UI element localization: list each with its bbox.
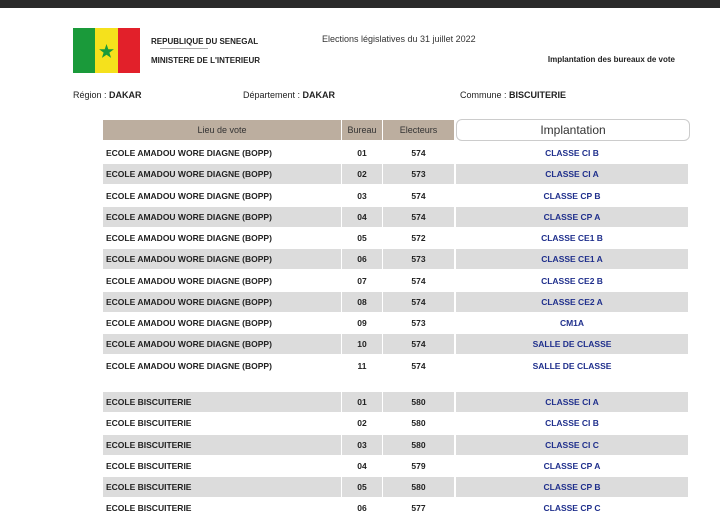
department: Département : DAKAR — [243, 90, 335, 100]
bureau: 06 — [357, 503, 367, 514]
label: Département : — [243, 90, 301, 100]
bureau: 01 — [342, 392, 382, 412]
polling-place: ECOLE AMADOU WORE DIAGNE (BOPP) — [106, 148, 272, 158]
separator: ------------------------ — [160, 46, 208, 52]
voters: 573 — [383, 164, 454, 185]
bureau: 05 — [357, 233, 367, 243]
location: CLASSE CI B — [545, 418, 599, 429]
voters: 574 — [383, 334, 454, 355]
bureau: 02 — [357, 418, 367, 429]
polling-place: ECOLE AMADOU WORE DIAGNE (BOPP) — [103, 334, 341, 355]
value: DAKAR — [109, 90, 142, 100]
voters: 573 — [411, 318, 426, 328]
bureau: 08 — [342, 291, 382, 312]
column-header: Electeurs — [383, 120, 454, 140]
polling-place: ECOLE BISCUITERIE — [106, 503, 192, 514]
voters: 574 — [383, 206, 454, 227]
voters: 580 — [383, 434, 454, 455]
voters: 574 — [383, 291, 454, 312]
polling-place: ECOLE BISCUITERIE — [103, 434, 341, 455]
column-header: Bureau — [342, 120, 382, 140]
bureau: 04 — [342, 206, 382, 227]
voters: 574 — [411, 148, 426, 158]
polling-place: ECOLE BISCUITERIE — [103, 477, 341, 497]
column-header: Implantation — [456, 119, 690, 141]
voters: 577 — [411, 503, 426, 514]
polling-place: ECOLE AMADOU WORE DIAGNE (BOPP) — [106, 190, 272, 201]
value: BISCUITERIE — [509, 90, 567, 100]
location: CLASSE CE1 A — [456, 249, 688, 270]
ministry: MINISTERE DE L'INTERIEUR — [151, 56, 261, 65]
region: Région : DAKAR — [73, 90, 142, 100]
location: CLASSE CI A — [456, 164, 688, 185]
commune: Commune : BISCUITERIE — [460, 90, 566, 100]
polling-place: ECOLE AMADOU WORE DIAGNE (BOPP) — [103, 249, 341, 270]
bureau: 10 — [342, 334, 382, 355]
bureau: 05 — [342, 477, 382, 497]
location: CLASSE CP B — [456, 477, 688, 497]
election-title: Elections législatives du 31 juillet 202… — [322, 34, 476, 44]
location: SALLE DE CLASSE — [532, 360, 612, 371]
label: Commune : — [460, 90, 507, 100]
location: CLASSE CP A — [456, 206, 688, 227]
voters: 572 — [411, 233, 426, 243]
voters: 580 — [411, 418, 426, 429]
country: REPUBLIQUE DU SENEGAL — [151, 37, 259, 46]
column-header: Lieu de vote — [103, 120, 341, 140]
location: CLASSE CI B — [545, 148, 599, 158]
polling-place: ECOLE AMADOU WORE DIAGNE (BOPP) — [106, 233, 272, 243]
value: DAKAR — [302, 90, 336, 100]
bureau: 04 — [357, 460, 367, 471]
location: CM1A — [559, 318, 585, 328]
top-bar — [0, 0, 720, 8]
bureau: 01 — [357, 148, 367, 158]
bureau: 09 — [357, 318, 367, 328]
bureau: 07 — [357, 275, 367, 286]
label: Région : — [73, 90, 107, 100]
voters: 580 — [383, 477, 454, 497]
polling-place: ECOLE BISCUITERIE — [106, 460, 192, 471]
bureau: 11 — [357, 360, 367, 371]
subtitle: Implantation des bureaux de vote — [547, 55, 675, 64]
location: CLASSE CP C — [543, 503, 601, 514]
voters: 574 — [411, 360, 426, 371]
bureau: 02 — [342, 164, 382, 185]
voters: 573 — [383, 249, 454, 270]
voters: 579 — [411, 460, 426, 471]
location: CLASSE CI A — [456, 392, 688, 412]
polling-place: ECOLE AMADOU WORE DIAGNE (BOPP) — [103, 164, 341, 185]
polling-place: ECOLE AMADOU WORE DIAGNE (BOPP) — [103, 206, 341, 227]
polling-place: ECOLE AMADOU WORE DIAGNE (BOPP) — [106, 275, 272, 286]
polling-place: ECOLE BISCUITERIE — [103, 392, 341, 412]
location: CLASSE CE1 B — [541, 233, 603, 243]
location: CLASSE CP A — [543, 460, 601, 471]
bureau: 03 — [342, 434, 382, 455]
bureau: 03 — [357, 190, 367, 201]
polling-place: ECOLE BISCUITERIE — [106, 418, 192, 429]
location: CLASSE CE2 A — [456, 291, 688, 312]
location: CLASSE CP B — [543, 190, 601, 201]
voters: 580 — [383, 392, 454, 412]
polling-place: ECOLE AMADOU WORE DIAGNE (BOPP) — [106, 360, 272, 371]
bureau: 06 — [342, 249, 382, 270]
location: CLASSE CI C — [456, 434, 688, 455]
polling-place: ECOLE AMADOU WORE DIAGNE (BOPP) — [103, 291, 341, 312]
location: CLASSE CE2 B — [541, 275, 603, 286]
voters: 574 — [411, 190, 426, 201]
polling-place: ECOLE AMADOU WORE DIAGNE (BOPP) — [106, 318, 272, 328]
voters: 574 — [411, 275, 426, 286]
flag — [73, 28, 140, 73]
location: SALLE DE CLASSE — [456, 334, 688, 355]
